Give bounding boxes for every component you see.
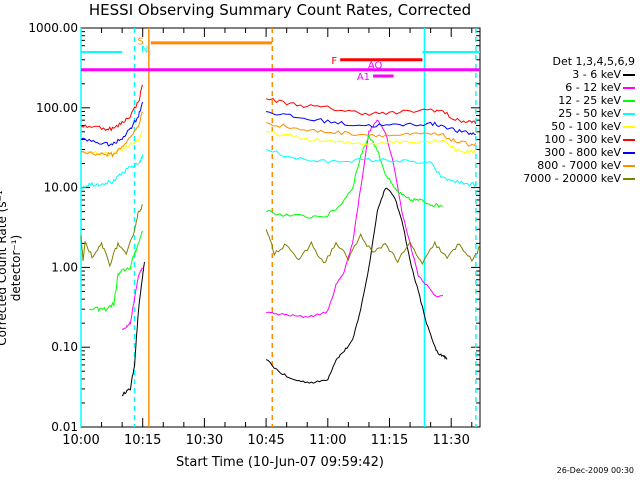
- series-line: [266, 130, 477, 155]
- series-line: [265, 187, 448, 384]
- legend-title: Det 1,3,4,5,6,9: [552, 55, 635, 68]
- legend-swatch: [623, 100, 635, 102]
- legend-label: 100 - 300 keV: [544, 133, 621, 146]
- flag-label: F: [331, 56, 337, 67]
- x-tick-label: 10:15: [124, 433, 161, 448]
- legend-item-800-7000kev: 800 - 7000 keV: [485, 159, 635, 172]
- legend-item-6-12kev: 6 - 12 keV: [485, 81, 635, 94]
- series-line: [80, 204, 143, 268]
- legend-swatch: [623, 165, 635, 167]
- series-line: [121, 267, 143, 331]
- series-line: [265, 149, 477, 188]
- legend-item-12-25kev: 12 - 25 keV: [485, 94, 635, 107]
- legend-item-25-50kev: 25 - 50 keV: [485, 107, 635, 120]
- y-tick-label: 100.00: [36, 101, 78, 115]
- flag-label: N: [141, 45, 148, 56]
- legend-swatch: [623, 178, 635, 180]
- legend-label: 12 - 25 keV: [558, 94, 621, 107]
- series-line: [265, 229, 481, 266]
- legend-item-300-800kev: 300 - 800 keV: [485, 146, 635, 159]
- x-tick-label: 11:00: [309, 433, 346, 448]
- series-line: [265, 133, 444, 219]
- x-axis-label: Start Time (10-Jun-07 09:59:42): [176, 455, 384, 470]
- series-line: [80, 84, 144, 132]
- y-tick-label: 10.00: [44, 181, 78, 195]
- legend-label: 800 - 7000 keV: [537, 159, 621, 172]
- x-tick-label: 10:30: [186, 433, 223, 448]
- flag-label: S: [137, 36, 143, 47]
- series-line: [265, 111, 476, 136]
- flag-label: A1: [357, 72, 370, 83]
- legend-label: 3 - 6 keV: [572, 68, 621, 81]
- x-tick-label: 10:00: [62, 433, 99, 448]
- x-tick-label: 11:15: [371, 433, 408, 448]
- legend-swatch: [623, 87, 635, 89]
- legend-label: 300 - 800 keV: [544, 146, 621, 159]
- series-line: [89, 230, 144, 313]
- series-line: [80, 111, 143, 158]
- legend-label: 6 - 12 keV: [565, 81, 621, 94]
- x-tick-label: 11:30: [432, 433, 469, 448]
- series-line: [265, 98, 477, 125]
- date-stamp: 26-Dec-2009 00:30: [556, 466, 634, 475]
- series-line: [80, 101, 144, 147]
- legend-item-100-300kev: 100 - 300 keV: [485, 133, 635, 146]
- x-tick-label: 10:45: [247, 433, 284, 448]
- flag-label: AQ: [368, 60, 383, 71]
- y-tick-label: 0.10: [51, 340, 78, 354]
- series-line: [265, 119, 444, 319]
- legend-label: 50 - 100 keV: [551, 120, 621, 133]
- series-line: [80, 154, 144, 190]
- series-line: [265, 122, 477, 147]
- plot-frame: [80, 27, 481, 428]
- y-tick-label: 0.01: [51, 420, 78, 434]
- legend-label: 25 - 50 keV: [558, 107, 621, 120]
- legend-swatch: [623, 139, 635, 141]
- legend-swatch: [623, 74, 635, 76]
- legend-label: 7000 - 20000 keV: [523, 172, 621, 185]
- chart-title: HESSI Observing Summary Count Rates, Cor…: [88, 1, 472, 19]
- legend-swatch: [623, 113, 635, 115]
- legend-swatch: [623, 126, 635, 128]
- legend-swatch: [623, 152, 635, 154]
- series-line: [121, 261, 146, 397]
- y-axis-label: Corrected Count Rate (s⁻¹ detector⁻¹): [0, 190, 23, 346]
- legend-item-50-100kev: 50 - 100 keV: [485, 120, 635, 133]
- legend-item-7000-20000kev: 7000 - 20000 keV: [485, 172, 635, 185]
- y-tick-label: 1.00: [51, 260, 78, 274]
- legend-item-3-6kev: 3 - 6 keV: [485, 68, 635, 81]
- y-tick-label: 1000.00: [28, 21, 78, 35]
